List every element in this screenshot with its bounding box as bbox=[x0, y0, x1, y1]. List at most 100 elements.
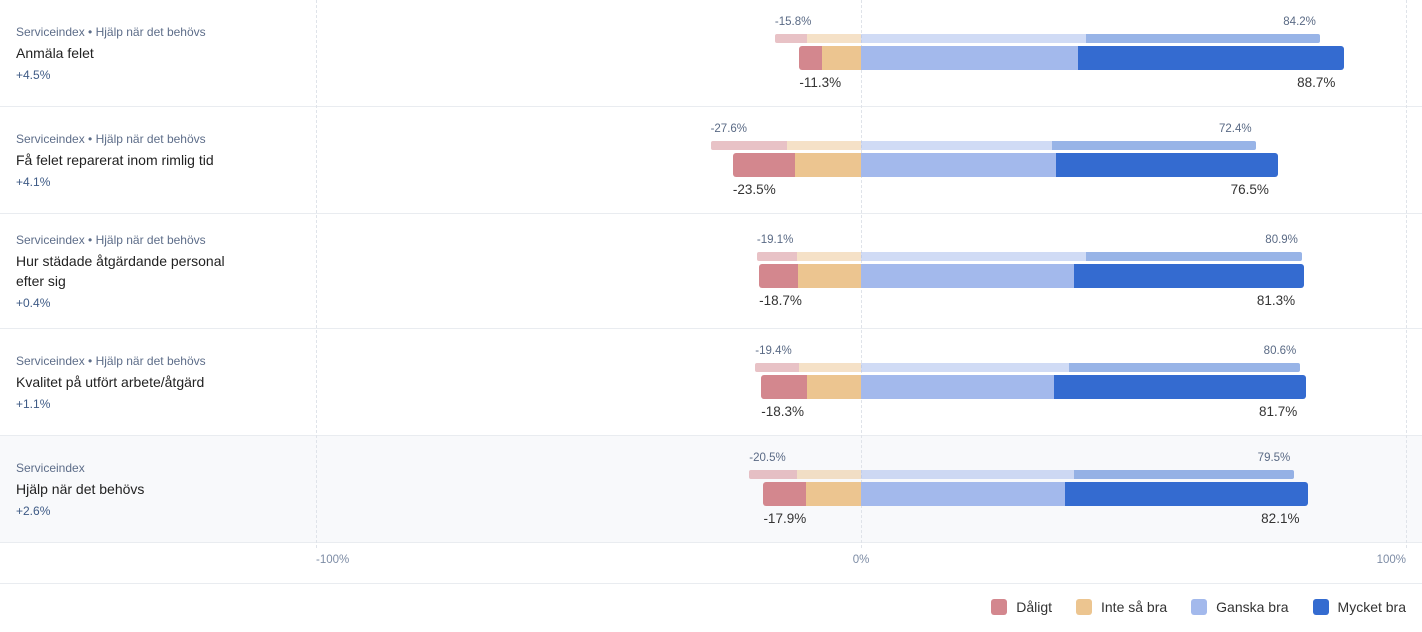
current-bar-segment-mycket-bra bbox=[1077, 46, 1345, 70]
current-positive-total-label: 76.5% bbox=[1230, 182, 1269, 197]
current-bar-segment-inte-sa-bra bbox=[795, 153, 862, 177]
current-bar-segment-mycket-bra bbox=[1073, 264, 1305, 288]
metric-row[interactable]: Serviceindex • Hjälp när det behövs Anmä… bbox=[0, 0, 1422, 107]
current-positive-total-label: 81.3% bbox=[1256, 293, 1296, 308]
metric-row[interactable]: Serviceindex • Hjälp när det behövs Få f… bbox=[0, 107, 1422, 214]
previous-bar-segment-inte-sa-bra bbox=[796, 252, 862, 261]
current-positive-total-label: 82.1% bbox=[1261, 511, 1300, 526]
row-category: Serviceindex • Hjälp när det behövs bbox=[16, 132, 206, 146]
previous-positive-total-label: 80.9% bbox=[1265, 234, 1298, 246]
current-bar bbox=[799, 46, 1345, 70]
current-negative-total-label: -23.5% bbox=[732, 182, 776, 197]
current-bar-segment-daligt bbox=[732, 153, 796, 177]
previous-bar-segment-daligt bbox=[749, 470, 798, 479]
previous-positive-total-label: 84.2% bbox=[1283, 16, 1316, 28]
row-label-block: Serviceindex Hjälp när det behövs +2.6% bbox=[16, 460, 241, 519]
legend-swatch bbox=[1076, 599, 1092, 615]
current-bar-segment-daligt bbox=[761, 375, 808, 399]
previous-bar-segment-mycket-bra bbox=[1085, 252, 1302, 261]
row-title: Få felet reparerat inom rimlig tid bbox=[16, 152, 214, 168]
previous-bar-segment-mycket-bra bbox=[1086, 34, 1320, 43]
previous-negative-total-label: -15.8% bbox=[774, 16, 812, 28]
previous-bar-segment-daligt bbox=[774, 34, 808, 43]
previous-bar-segment-inte-sa-bra bbox=[787, 141, 862, 150]
previous-bar-segment-daligt bbox=[755, 363, 800, 372]
previous-bar bbox=[756, 252, 1302, 261]
current-bar-segment-mycket-bra bbox=[1054, 375, 1307, 399]
legend: Dåligt Inte så bra Ganska bra Mycket bra bbox=[991, 599, 1406, 615]
legend-item-inte-sa-bra[interactable]: Inte så bra bbox=[1076, 599, 1167, 615]
gridline-max bbox=[1406, 0, 1407, 548]
row-title: Kvalitet på utfört arbete/åtgärd bbox=[16, 374, 205, 390]
previous-negative-total-label: -19.4% bbox=[755, 345, 792, 357]
row-change-value: +4.1% bbox=[16, 175, 51, 189]
current-negative-total-label: -18.3% bbox=[761, 404, 805, 419]
legend-item-daligt[interactable]: Dåligt bbox=[991, 599, 1052, 615]
x-tick-label-max: 100% bbox=[1376, 554, 1406, 566]
current-bar-segment-mycket-bra bbox=[1055, 153, 1278, 177]
previous-positive-total-label: 79.5% bbox=[1257, 452, 1291, 464]
previous-bar-segment-inte-sa-bra bbox=[797, 470, 862, 479]
current-bar bbox=[732, 153, 1278, 177]
row-bar-group: -15.8% 84.2% -11.3% 88.7% bbox=[316, 15, 1406, 91]
current-positive-total-label: 88.7% bbox=[1297, 75, 1336, 90]
previous-negative-total-label: -27.6% bbox=[710, 123, 748, 135]
previous-bar-segment-ganska-bra bbox=[860, 252, 1087, 261]
previous-positive-total-label: 72.4% bbox=[1218, 123, 1252, 135]
row-bar-group: -19.1% 80.9% -18.7% 81.3% bbox=[316, 233, 1406, 309]
row-change-value: +0.4% bbox=[16, 296, 51, 310]
metric-row[interactable]: Serviceindex Hjälp när det behövs +2.6% … bbox=[0, 436, 1422, 543]
row-label-block: Serviceindex • Hjälp när det behövs Få f… bbox=[16, 131, 241, 190]
row-change-value: +2.6% bbox=[16, 504, 51, 518]
row-bar-group: -27.6% 72.4% -23.5% 76.5% bbox=[316, 122, 1406, 198]
legend-item-ganska-bra[interactable]: Ganska bra bbox=[1191, 599, 1289, 615]
row-change-value: +4.5% bbox=[16, 68, 51, 82]
previous-bar-segment-ganska-bra bbox=[860, 141, 1053, 150]
row-label-block: Serviceindex • Hjälp när det behövs Kval… bbox=[16, 353, 241, 412]
legend-swatch bbox=[1312, 599, 1329, 615]
previous-negative-total-label: -19.1% bbox=[756, 234, 794, 246]
previous-bar-segment-ganska-bra bbox=[860, 34, 1087, 43]
previous-bar-segment-mycket-bra bbox=[1073, 470, 1295, 479]
previous-bar-segment-mycket-bra bbox=[1052, 141, 1256, 150]
row-title: Hur städade åtgärdande personal efter si… bbox=[16, 253, 225, 289]
previous-bar-segment-mycket-bra bbox=[1068, 363, 1301, 372]
x-tick-label-min: -100% bbox=[316, 554, 350, 566]
row-label-block: Serviceindex • Hjälp när det behövs Hur … bbox=[16, 232, 241, 311]
legend-divider bbox=[0, 583, 1422, 584]
current-bar bbox=[763, 482, 1309, 506]
metric-list: Serviceindex • Hjälp när det behövs Anmä… bbox=[0, 0, 1422, 543]
current-bar bbox=[761, 375, 1307, 399]
current-bar-segment-ganska-bra bbox=[860, 264, 1075, 288]
current-negative-total-label: -17.9% bbox=[763, 511, 807, 526]
previous-bar-segment-ganska-bra bbox=[860, 363, 1070, 372]
row-category: Serviceindex bbox=[16, 461, 85, 475]
legend-label: Ganska bra bbox=[1216, 599, 1289, 615]
current-bar-segment-inte-sa-bra bbox=[807, 375, 862, 399]
previous-bar bbox=[710, 141, 1256, 150]
current-bar-segment-mycket-bra bbox=[1065, 482, 1309, 506]
previous-bar-segment-inte-sa-bra bbox=[799, 363, 862, 372]
current-bar-segment-inte-sa-bra bbox=[805, 482, 862, 506]
current-bar-segment-daligt bbox=[763, 482, 807, 506]
current-bar-segment-inte-sa-bra bbox=[822, 46, 862, 70]
current-negative-total-label: -11.3% bbox=[799, 75, 842, 90]
current-bar bbox=[759, 264, 1305, 288]
current-bar-segment-daligt bbox=[799, 46, 823, 70]
current-bar-segment-inte-sa-bra bbox=[798, 264, 862, 288]
metric-row[interactable]: Serviceindex • Hjälp när det behövs Hur … bbox=[0, 214, 1422, 329]
row-category: Serviceindex • Hjälp när det behövs bbox=[16, 233, 206, 247]
legend-item-mycket-bra[interactable]: Mycket bra bbox=[1312, 599, 1406, 615]
row-change-value: +1.1% bbox=[16, 397, 51, 411]
row-category: Serviceindex • Hjälp när det behövs bbox=[16, 354, 206, 368]
metric-row[interactable]: Serviceindex • Hjälp när det behövs Kval… bbox=[0, 329, 1422, 436]
row-title: Hjälp när det behövs bbox=[16, 481, 145, 497]
current-bar-segment-ganska-bra bbox=[860, 153, 1057, 177]
current-positive-total-label: 81.7% bbox=[1258, 404, 1298, 419]
previous-negative-total-label: -20.5% bbox=[749, 452, 786, 464]
row-title: Anmäla felet bbox=[16, 45, 94, 61]
previous-bar bbox=[774, 34, 1320, 43]
row-bar-group: -19.4% 80.6% -18.3% 81.7% bbox=[316, 344, 1406, 420]
row-bar-group: -20.5% 79.5% -17.9% 82.1% bbox=[316, 451, 1406, 527]
